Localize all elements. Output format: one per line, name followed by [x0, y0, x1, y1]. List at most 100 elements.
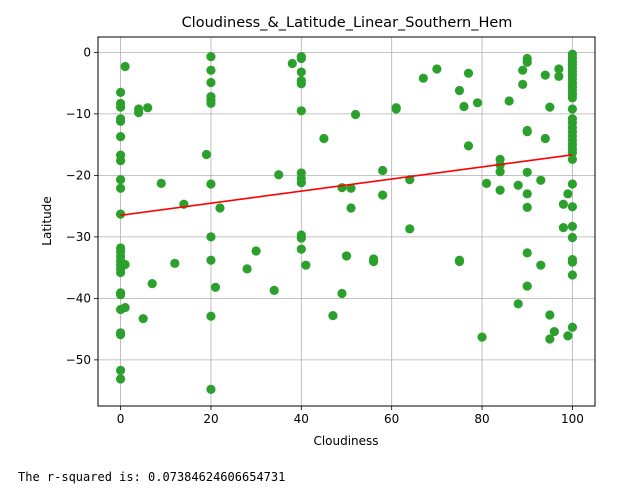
scatter-point	[463, 68, 474, 78]
scatter-point	[405, 224, 415, 234]
y-tick-label: −30	[66, 230, 91, 244]
scatter-point	[206, 98, 216, 109]
scatter-point	[328, 310, 338, 321]
scatter-point	[206, 77, 216, 88]
scatter-point	[242, 264, 252, 274]
scatter-point	[495, 167, 505, 177]
scatter-point	[522, 189, 532, 199]
grid	[98, 37, 595, 406]
scatter-point	[567, 93, 578, 103]
scatter-point	[296, 67, 306, 77]
scatter-point	[567, 154, 578, 164]
scatter-point	[522, 127, 532, 137]
scatter-point	[418, 73, 428, 83]
scatter-point	[346, 203, 356, 213]
scatter-points	[115, 49, 578, 394]
scatter-point	[567, 270, 578, 280]
scatter-point	[567, 179, 578, 189]
scatter-point	[522, 57, 532, 67]
scatter-point	[115, 290, 126, 300]
scatter-point	[287, 58, 297, 69]
scatter-point	[554, 64, 564, 74]
scatter-point	[269, 285, 279, 295]
x-axis-label: Cloudiness	[313, 434, 378, 448]
scatter-point	[115, 330, 126, 340]
scatter-point	[536, 260, 546, 270]
scatter-point	[210, 282, 221, 292]
x-axis-ticks: 0 20 40 60 80 100	[117, 406, 584, 426]
y-axis-label: Latitude	[40, 196, 54, 245]
scatter-point	[120, 303, 130, 313]
y-tick-label: −20	[66, 168, 91, 182]
scatter-point	[567, 322, 578, 332]
scatter-point	[378, 190, 388, 200]
scatter-point	[481, 178, 492, 188]
scatter-point	[567, 104, 578, 114]
scatter-point	[337, 288, 347, 299]
scatter-point	[115, 183, 126, 193]
scatter-point	[215, 203, 225, 213]
scatter-point	[378, 165, 388, 176]
scatter-point	[522, 248, 532, 258]
scatter-point	[545, 334, 555, 344]
scatter-point	[206, 52, 216, 62]
scatter-point	[504, 96, 514, 106]
y-axis-ticks: 0 −10 −20 −30 −40 −50	[66, 45, 98, 367]
scatter-point	[522, 167, 532, 177]
scatter-point	[147, 279, 157, 289]
scatter-point	[115, 102, 126, 112]
scatter-point	[346, 183, 356, 193]
scatter-point	[432, 64, 442, 74]
scatter-point	[558, 199, 568, 209]
scatter-point	[567, 232, 578, 243]
chart-title: Cloudiness_&_Latitude_Linear_Southern_He…	[182, 15, 513, 31]
scatter-point	[495, 185, 505, 195]
scatter-point	[518, 79, 528, 89]
scatter-point	[454, 85, 465, 96]
scatter-point	[115, 267, 126, 278]
scatter-point	[115, 209, 126, 219]
scatter-point	[120, 61, 130, 72]
scatter-point	[513, 299, 523, 309]
scatter-point	[554, 71, 564, 81]
scatter-point	[296, 106, 306, 116]
scatter-point	[567, 221, 578, 232]
scatter-point	[170, 258, 180, 268]
y-tick-label: −40	[66, 291, 91, 305]
x-tick-label: 20	[203, 412, 218, 426]
scatter-point	[115, 132, 126, 142]
scatter-point	[472, 98, 483, 108]
scatter-point	[341, 251, 352, 261]
scatter-point	[545, 102, 555, 112]
regression-line-segment	[120, 153, 573, 217]
scatter-point	[454, 256, 465, 267]
scatter-point	[206, 384, 216, 394]
scatter-point	[143, 103, 153, 113]
scatter-point	[206, 232, 216, 242]
scatter-point	[115, 156, 126, 166]
x-tick-label: 100	[561, 412, 584, 426]
scatter-point	[296, 244, 306, 254]
scatter-point	[206, 311, 216, 321]
scatter-point	[115, 374, 126, 384]
scatter-point	[459, 101, 469, 112]
scatter-point	[518, 65, 528, 75]
x-tick-label: 60	[384, 412, 399, 426]
x-tick-label: 80	[474, 412, 489, 426]
scatter-point	[296, 53, 306, 64]
scatter-point	[567, 202, 578, 212]
scatter-point	[391, 104, 401, 114]
scatter-point	[536, 175, 546, 185]
scatter-point	[296, 79, 306, 89]
scatter-point	[138, 314, 148, 324]
scatter-point	[115, 87, 126, 97]
scatter-point	[540, 70, 550, 80]
scatter-point	[558, 223, 568, 233]
scatter-point	[134, 108, 144, 118]
scatter-point	[206, 65, 216, 75]
scatter-point	[369, 256, 379, 267]
scatter-point	[201, 149, 212, 160]
scatter-point	[513, 180, 523, 190]
scatter-point	[274, 170, 284, 180]
